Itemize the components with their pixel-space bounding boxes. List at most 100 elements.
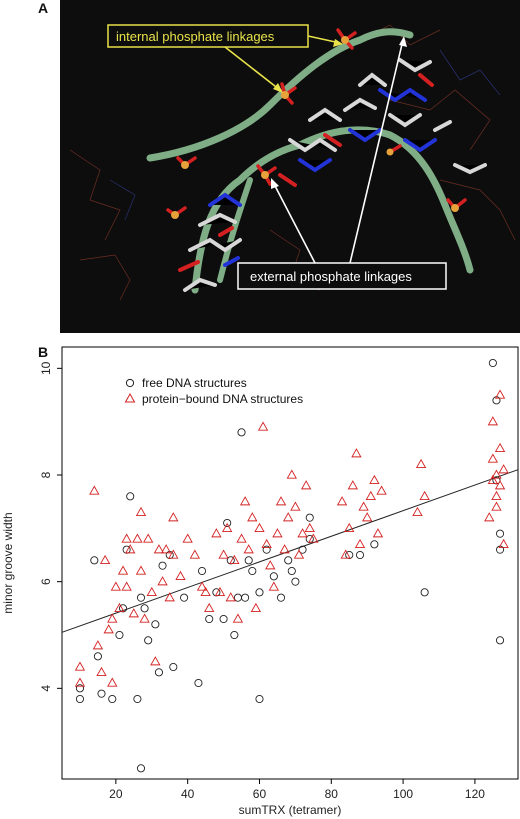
protein-bound-dna-point [121, 533, 132, 543]
free-dna-point [269, 572, 278, 581]
protein-bound-dna-point [150, 656, 161, 666]
legend: free DNA structures protein−bound DNA st… [124, 376, 303, 406]
protein-bound-dna-point [372, 528, 384, 538]
protein-bound-dna-point [204, 602, 215, 612]
free-dna-point [169, 662, 178, 672]
free-dna-point [115, 630, 124, 640]
x-tick-label: 60 [253, 787, 267, 801]
protein-bound-dna-point [135, 506, 147, 516]
legend-circle-icon [125, 378, 135, 388]
internal-arrowhead-2 [273, 83, 283, 93]
protein-bound-dna-point [419, 490, 430, 500]
free-dna-point [205, 614, 214, 624]
protein-bound-dna-point [257, 421, 269, 431]
protein-bound-dna-point [221, 522, 233, 532]
protein-bound-dna-point [250, 602, 262, 612]
protein-bound-dna-point [132, 533, 143, 543]
free-dna-point [158, 561, 167, 570]
protein-bound-dna-point [491, 490, 502, 500]
free-dna-point [262, 545, 271, 554]
protein-bound-dna-point [290, 501, 301, 511]
free-dna-point [108, 694, 117, 704]
protein-bound-dna-point [308, 533, 319, 543]
legend-triangle-icon [124, 392, 136, 403]
y-axis-ticks: 4 6 8 10 [39, 361, 62, 692]
protein-bound-dna-point [297, 528, 308, 538]
protein-bound-dna-point [74, 677, 86, 687]
protein-bound-dna-point [491, 501, 502, 511]
protein-bound-dna-point [279, 544, 290, 554]
protein-bound-dna-point [160, 544, 172, 554]
protein-bound-dna-point [268, 581, 280, 591]
protein-bound-dna-point [168, 549, 179, 559]
external-callout-text: external phosphate linkages [250, 269, 412, 284]
protein-bound-dna-point [491, 469, 502, 479]
protein-bound-dna-point [487, 453, 499, 463]
free-dna-point [495, 636, 505, 645]
protein-bound-dna-point [232, 613, 244, 623]
external-callout: external phosphate linkages [237, 36, 447, 290]
y-tick-label: 8 [39, 471, 53, 478]
protein-bound-dna-point [211, 528, 222, 538]
protein-bound-dna-point [494, 442, 506, 452]
protein-bound-dna-point [236, 533, 247, 543]
protein-bound-dna-point [243, 544, 254, 554]
external-callout-box [237, 262, 447, 290]
x-axis-ticks: 20 40 60 80 100 120 [109, 779, 485, 801]
free-dna-point [180, 593, 189, 602]
protein-bound-dna-point [200, 586, 211, 596]
protein-bound-dna-point [92, 640, 104, 650]
free-dna-point [140, 604, 149, 613]
protein-bound-dna-point [110, 581, 122, 591]
base-stack-center [278, 72, 387, 187]
panel-a-label: A [38, 0, 49, 16]
protein-bound-dna-point [139, 613, 150, 623]
protein-bound-dna-point [498, 538, 509, 548]
protein-bound-dna-point [365, 490, 376, 500]
protein-bound-dna-point [304, 522, 315, 532]
legend-bound-label: protein−bound DNA structures [142, 392, 303, 406]
plot-frame [61, 346, 519, 780]
protein-bound-dna-point [272, 528, 283, 538]
protein-bound-dna-point [362, 512, 373, 522]
free-dna-point [194, 678, 203, 688]
external-arrow-2 [349, 39, 404, 264]
protein-bound-dna-point [96, 666, 107, 676]
protein-bound-dna-point [146, 586, 157, 596]
internal-callout: internal phosphate linkages [107, 24, 343, 93]
free-dna-point [495, 529, 505, 538]
free-dna-point [420, 588, 429, 597]
free-dna-point [144, 636, 153, 645]
protein-bound-dna-point [358, 501, 369, 511]
x-tick-label: 80 [325, 787, 339, 801]
protein-bound-dna-point [143, 533, 154, 543]
protein-bound-dna-point [128, 608, 139, 618]
panel-b-label: B [38, 344, 49, 360]
thin-wire-bonds-blue [109, 49, 501, 221]
free-dna-point [305, 513, 314, 522]
protein-bound-dna-point [218, 549, 229, 559]
y-tick-label: 4 [39, 685, 53, 692]
x-tick-label: 40 [181, 787, 195, 801]
free-dna-point [488, 358, 497, 368]
free-dna-point [136, 593, 146, 602]
protein-bound-dna-points [74, 389, 509, 687]
protein-bound-dna-point [487, 474, 499, 484]
protein-bound-dna-point [74, 661, 86, 671]
protein-bound-dna-point [286, 469, 297, 479]
protein-bound-dna-point [293, 549, 305, 559]
protein-bound-dna-point [254, 522, 265, 532]
scatter-plot: 4 6 8 10 20 40 60 80 100 120 sumTRX (tetramer) m… [1, 346, 519, 817]
free-dna-point [154, 668, 163, 677]
protein-bound-dna-point [189, 549, 201, 559]
free-dna-point [355, 550, 365, 560]
protein-bound-dna-point [182, 533, 193, 543]
protein-bound-dna-point [164, 592, 175, 602]
protein-bound-dna-point [89, 485, 100, 495]
protein-bound-dna-point [117, 565, 129, 575]
free-dna-point [370, 540, 379, 549]
protein-bound-dna-point [261, 538, 272, 548]
external-arrow-1 [272, 181, 316, 264]
free-dna-point [75, 694, 85, 704]
protein-bound-dna-point [275, 496, 287, 506]
